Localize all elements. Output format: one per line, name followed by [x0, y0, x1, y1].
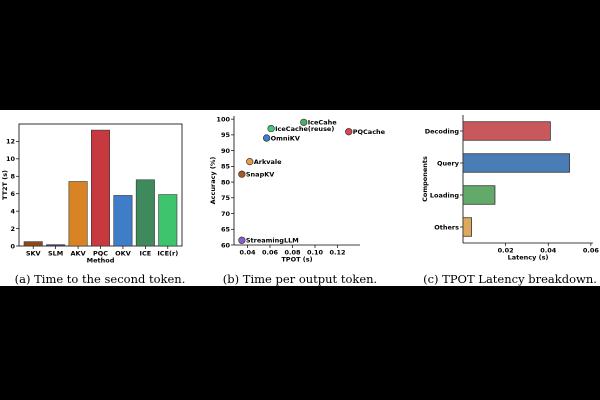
chart-c-ytick-label: Loading	[430, 191, 460, 199]
chart-b-ytick-label: 75	[221, 194, 231, 202]
chart-b-point-label: StreamingLLM	[246, 237, 299, 245]
chart-a-bar	[135, 179, 155, 247]
chart-c-bar	[462, 121, 551, 141]
chart-a-ylabel: TT2T (s)	[1, 170, 9, 200]
chart-a-ytick-label: 6	[10, 190, 15, 198]
chart-b-point	[246, 158, 254, 166]
chart-a-xtick-label: AKV	[71, 250, 86, 258]
chart-a-ytick-label: 4	[10, 207, 15, 215]
chart-a-bar	[91, 129, 110, 247]
chart-c-ytick-label: Query	[437, 159, 460, 167]
chart-c-ylabel: Components	[421, 156, 429, 202]
chart-b-ytick-label: 100	[216, 115, 230, 123]
chart-b-ytick-label: 65	[221, 226, 231, 234]
chart-b-ytick-label: 85	[221, 163, 231, 171]
chart-b-point	[238, 170, 246, 178]
chart-b-point-label: OmniKV	[271, 134, 300, 142]
chart-a-bar	[158, 194, 178, 247]
chart-c-bar	[462, 153, 570, 173]
chart-c-caption: (c) TPOT Latency breakdown.	[423, 272, 597, 286]
chart-a-bar	[23, 241, 43, 247]
chart-a-bar	[46, 244, 66, 247]
chart-b-point-label: PQCache	[353, 128, 386, 136]
chart-c-xtick-label: 0.02	[498, 247, 514, 255]
chart-b-ylabel: Accuracy (%)	[209, 157, 217, 205]
chart-b-point	[300, 118, 308, 126]
chart-a-ytick-label: 12	[6, 138, 15, 146]
chart-c-ytick-label: Decoding	[425, 127, 460, 135]
chart-b-point-label: IceCache(reuse)	[275, 125, 334, 133]
chart-a-xlabel: Method	[87, 257, 115, 265]
chart-b-xtick-label: 0.06	[262, 249, 279, 257]
chart-c-ytick-label: Others	[434, 223, 459, 231]
chart-b-point	[238, 236, 246, 244]
chart-b-point	[345, 128, 353, 136]
chart-b-xlabel: TPOT (s)	[281, 256, 312, 264]
chart-a-bar	[68, 181, 88, 247]
figure-svg: 0 2 4 6 8 10 12 SKV SLM AKV PQC OKV ICE ICE(r) Method T…	[1, 115, 599, 286]
chart-a-xtick-label: PQC	[93, 250, 108, 258]
chart-b-tpot: 60 65 70 75 80 85 90 95 100 0.04 0.06 0.08 0.10 0.12 I…	[209, 115, 386, 286]
chart-b-point	[267, 124, 275, 133]
chart-b-point-label: Arkvale	[254, 158, 282, 166]
chart-b-point-label: IceCahe	[308, 119, 337, 127]
chart-b-xtick-label: 0.04	[239, 249, 256, 257]
chart-a-xtick-label: SLM	[48, 250, 63, 258]
chart-a-caption: (a) Time to the second token.	[15, 272, 186, 286]
chart-b-ytick-label: 80	[221, 178, 231, 186]
figure-panel: 0 2 4 6 8 10 12 SKV SLM AKV PQC OKV ICE ICE(r) Method T…	[0, 110, 600, 286]
chart-b-xtick-label: 0.08	[284, 249, 301, 257]
chart-a-xtick-label: OKV	[115, 250, 131, 258]
chart-b-ytick-label: 70	[221, 210, 231, 218]
chart-b-caption: (b) Time per output token.	[223, 272, 377, 286]
chart-a-tt2t: 0 2 4 6 8 10 12 SKV SLM AKV PQC OKV ICE ICE(r) Method T…	[1, 123, 186, 286]
chart-c-xtick-label: 0.04	[540, 247, 557, 255]
chart-c-bar	[462, 185, 496, 205]
chart-b-ytick-label: 60	[221, 241, 231, 249]
chart-c-breakdown: Decoding Query Loading Others 0.02 0.04 0.06 La…	[421, 115, 599, 286]
chart-c-bar	[462, 217, 472, 237]
chart-b-point-label: SnapKV	[246, 171, 274, 179]
chart-a-xtick-label: ICE	[140, 250, 152, 258]
chart-b-point	[263, 134, 271, 142]
chart-c-xlabel: Latency (s)	[508, 254, 549, 262]
chart-b-xtick-label: 0.12	[329, 249, 345, 257]
chart-b-ytick-label: 90	[221, 147, 231, 155]
chart-a-bar	[113, 195, 133, 247]
chart-a-ytick-label: 0	[10, 242, 15, 250]
chart-c-xtick-label: 0.06	[583, 247, 600, 255]
chart-a-ytick-label: 2	[10, 225, 15, 233]
chart-b-xtick-label: 0.10	[307, 249, 324, 257]
chart-a-xtick-label: SKV	[26, 250, 41, 258]
chart-b-ytick-label: 95	[221, 131, 231, 139]
chart-a-xtick-label: ICE(r)	[157, 250, 178, 258]
chart-a-ytick-label: 8	[10, 173, 15, 181]
chart-a-ytick-label: 10	[6, 155, 16, 163]
